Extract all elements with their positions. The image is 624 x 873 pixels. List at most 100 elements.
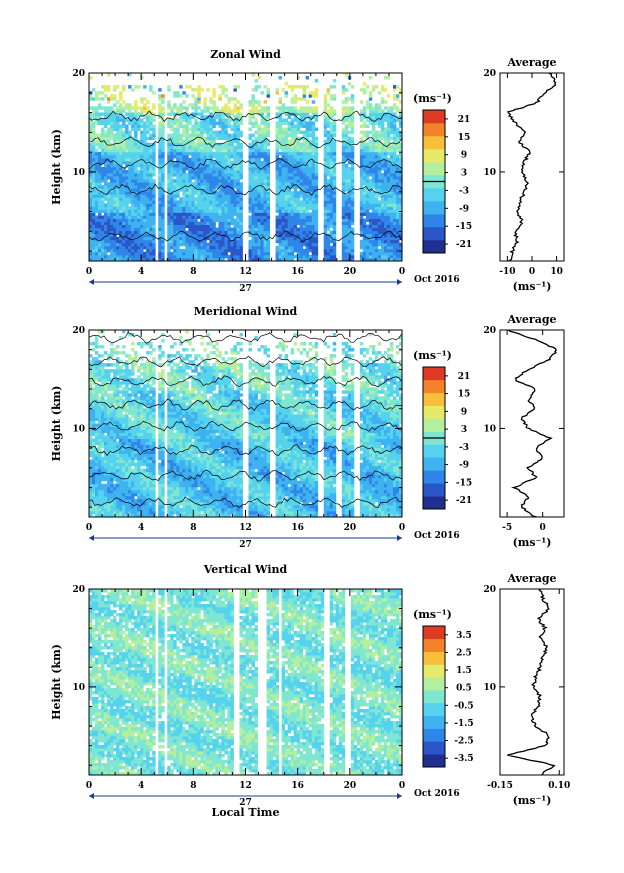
heatmap-cell (191, 142, 195, 147)
heatmap-cell (296, 200, 301, 204)
heatmap-cell (116, 206, 120, 210)
heatmap-cell (197, 97, 201, 101)
heatmap-cell (248, 103, 252, 107)
heatmap-cell (119, 257, 123, 262)
heatmap-cell (293, 115, 298, 119)
heatmap-cell (137, 233, 141, 238)
heatmap-cell (257, 194, 261, 198)
heatmap-cell (143, 215, 147, 219)
heatmap-cell (143, 154, 147, 159)
heatmap-cell (290, 203, 295, 207)
heatmap-cell (146, 257, 150, 262)
heatmap-cell (236, 182, 240, 186)
heatmap-cell (299, 121, 304, 125)
heatmap-cell (230, 245, 234, 250)
heatmap-cell (125, 133, 129, 138)
heatmap-cell (227, 209, 231, 213)
heatmap-cell (143, 233, 147, 238)
heatmap-cell (110, 163, 114, 168)
heatmap-cell (128, 73, 132, 77)
heatmap-cell (302, 88, 307, 92)
heatmap-cell (152, 218, 156, 222)
heatmap-cell (296, 194, 301, 198)
heatmap-cell (146, 236, 150, 241)
heatmap-cell (359, 185, 364, 189)
heatmap-cell (380, 112, 385, 116)
heatmap-cell (377, 185, 382, 189)
heatmap-cell (326, 124, 331, 128)
heatmap-cell (212, 145, 216, 150)
heatmap-cell (113, 182, 117, 186)
heatmap-cell (383, 197, 388, 201)
heatmap-cell (137, 170, 141, 174)
heatmap-cell (389, 127, 394, 132)
heatmap-cell (224, 112, 228, 116)
heatmap-cell (230, 185, 234, 189)
heatmap-cell (341, 182, 346, 186)
heatmap-cell (263, 148, 267, 153)
heatmap-cell (263, 163, 267, 168)
heatmap-cell (122, 133, 126, 138)
heatmap-cell (281, 513, 286, 518)
heatmap-cell (311, 254, 316, 259)
heatmap-cell (197, 88, 201, 92)
heatmap-cell (350, 191, 355, 195)
heatmap-cell (350, 157, 355, 162)
heatmap-cell (179, 200, 183, 204)
heatmap-cell (362, 257, 367, 262)
heatmap-cell (158, 200, 162, 204)
heatmap-cell (302, 91, 307, 95)
heatmap-cell (359, 88, 364, 92)
heatmap-cell (104, 130, 108, 135)
heatmap-cell (254, 191, 258, 195)
heatmap-cell (278, 254, 283, 259)
heatmap-cell (275, 197, 280, 201)
heatmap-cell (206, 510, 210, 515)
heatmap-cell (380, 510, 385, 515)
heatmap-cell (302, 115, 307, 119)
heatmap-cell (179, 167, 183, 171)
heatmap-cell (308, 109, 313, 113)
colorbar-tick-label: -9 (459, 204, 469, 214)
heatmap-cell (290, 206, 295, 210)
colorbar-tick-label: 15 (458, 133, 471, 143)
heatmap-cell (284, 151, 289, 156)
heatmap-cell (329, 97, 334, 101)
heatmap-cell (215, 248, 219, 253)
heatmap-cell (326, 227, 331, 232)
heatmap-cell (398, 245, 403, 250)
heatmap-cells (89, 73, 403, 262)
heatmap-cell (149, 170, 153, 174)
heatmap-cell (344, 176, 349, 180)
heatmap-cell (332, 170, 337, 174)
heatmap-cell (302, 221, 307, 226)
heatmap-cell (194, 239, 198, 244)
heatmap-cell (251, 209, 255, 213)
heatmap-cell (293, 209, 298, 213)
heatmap-cell (389, 136, 394, 141)
heatmap-cell (323, 215, 328, 219)
heatmap-cell (368, 191, 373, 195)
heatmap-cell (161, 163, 165, 168)
heatmap-cell (176, 106, 180, 110)
heatmap-cell (239, 221, 243, 226)
heatmap-cell (383, 203, 388, 207)
heatmap-cell (200, 170, 204, 174)
heatmap-cell (374, 209, 379, 213)
heatmap-cell (374, 160, 379, 165)
heatmap-cell (380, 221, 385, 226)
heatmap-cell (326, 257, 331, 262)
heatmap-cell (182, 130, 186, 135)
heatmap-cell (149, 157, 153, 162)
heatmap-cell (347, 215, 352, 219)
heatmap-cell (113, 136, 117, 141)
heatmap-cell (179, 124, 183, 128)
heatmap-cell (275, 127, 280, 132)
heatmap-cell (326, 254, 331, 259)
heatmap-cell (359, 160, 364, 165)
heatmap-cell (350, 179, 355, 183)
heatmap-cell (170, 242, 174, 247)
heatmap-cell (398, 112, 403, 116)
heatmap-cell (368, 242, 373, 247)
heatmap-cell (314, 179, 319, 183)
